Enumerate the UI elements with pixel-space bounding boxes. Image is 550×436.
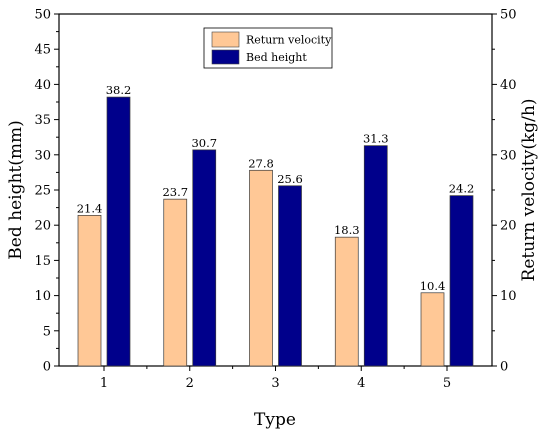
bar-return-velocity (163, 198, 188, 367)
y-left-tick-label: 20 (34, 219, 51, 234)
y-axis-title-right: Return velocity(kg/h) (519, 99, 539, 282)
y-left-tick-label: 30 (34, 148, 51, 163)
bar-bed-height (449, 195, 474, 367)
y-axis-title-left: Bed height(mm) (6, 120, 26, 259)
data-label-bed-height: 25.6 (277, 172, 303, 186)
bar-return-velocity (334, 236, 359, 367)
y-left-tick-label: 5 (43, 324, 51, 339)
bar-bed-height (278, 185, 302, 367)
data-label-bed-height: 24.2 (449, 182, 475, 196)
data-label-return-velocity: 23.7 (162, 185, 188, 199)
data-labels-group: 21.4 38.2 23.7 30.7 27.825.6 18.3 31.3 10.4 24.2 (77, 83, 475, 293)
bar-return-velocity (77, 214, 102, 367)
x-tick-label: 4 (357, 376, 365, 391)
x-tick-label: 1 (100, 376, 108, 391)
y-left-tick-label: 45 (34, 43, 51, 58)
data-label-bed-height: 30.7 (191, 136, 217, 150)
legend-swatch-bed-height (211, 49, 240, 65)
y-left-tick-label: 15 (34, 254, 51, 269)
data-label-bed-height: 31.3 (363, 132, 389, 146)
y-left-tick-label: 40 (34, 78, 51, 93)
y-right-tick-label: 50 (500, 8, 517, 23)
y-right-tick-label: 10 (500, 289, 517, 304)
bar-return-velocity (420, 292, 445, 367)
data-label-return-velocity: 27.8 (248, 156, 274, 170)
y-right-tick-label: 20 (500, 219, 517, 234)
y-right-tick-label: 40 (500, 78, 517, 93)
y-left-tick-label: 50 (34, 8, 51, 23)
y-right-tick-label: 30 (500, 148, 517, 163)
data-label-return-velocity: 10.4 (420, 279, 446, 293)
bars-group (77, 96, 474, 367)
legend-label-bed-height: Bed height (246, 51, 307, 64)
bar-bed-height (106, 96, 131, 367)
data-label-return-velocity: 21.4 (77, 201, 103, 215)
bar-bed-height (192, 149, 217, 367)
y-left-tick-label: 10 (34, 289, 51, 304)
legend-swatch-return-velocity (211, 31, 240, 48)
x-tick-label: 2 (186, 376, 194, 391)
y-left-tick-label: 35 (34, 113, 51, 128)
x-tick-label: 3 (271, 376, 279, 391)
y-left-tick-label: 0 (43, 360, 51, 375)
bar-return-velocity (249, 169, 273, 367)
data-label-return-velocity: 18.3 (334, 223, 360, 237)
x-tick-label: 5 (443, 376, 451, 391)
data-label-bed-height: 38.2 (106, 83, 132, 97)
bar-bed-height (363, 145, 388, 367)
y-right-tick-label: 0 (500, 360, 508, 375)
legend-label-return-velocity: Return velocity (246, 34, 332, 47)
y-left-tick-label: 25 (34, 184, 51, 199)
x-axis-title: Type (254, 410, 296, 430)
legend: Return velocity Bed height (203, 27, 333, 69)
